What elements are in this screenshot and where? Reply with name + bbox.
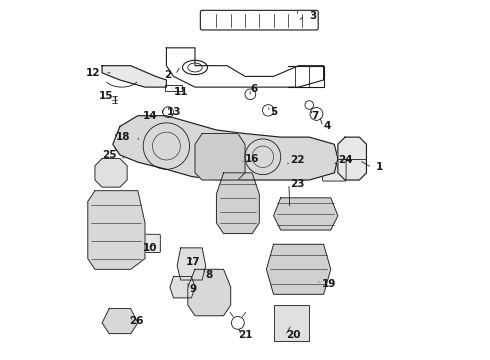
Text: 3: 3: [309, 11, 317, 21]
Polygon shape: [113, 116, 338, 180]
Text: 5: 5: [270, 107, 277, 117]
Text: 2: 2: [165, 69, 172, 80]
Text: 16: 16: [245, 154, 260, 163]
Polygon shape: [217, 173, 259, 234]
Text: 8: 8: [206, 270, 213, 280]
Text: 13: 13: [167, 107, 181, 117]
Text: 21: 21: [238, 330, 252, 341]
Text: 20: 20: [286, 330, 300, 341]
Text: 7: 7: [311, 111, 318, 121]
FancyBboxPatch shape: [322, 159, 346, 181]
Polygon shape: [188, 269, 231, 316]
Text: 14: 14: [143, 111, 157, 121]
Text: 9: 9: [190, 284, 197, 294]
Polygon shape: [95, 158, 127, 187]
Bar: [273, 305, 309, 341]
FancyBboxPatch shape: [280, 161, 303, 174]
Polygon shape: [273, 198, 338, 230]
Polygon shape: [267, 244, 331, 294]
Polygon shape: [338, 137, 367, 180]
Text: 17: 17: [186, 257, 201, 267]
Text: 25: 25: [102, 150, 117, 160]
Polygon shape: [102, 309, 138, 334]
Text: 22: 22: [290, 156, 304, 165]
Text: 18: 18: [116, 132, 131, 142]
Polygon shape: [177, 248, 206, 280]
Polygon shape: [88, 191, 145, 269]
Text: 4: 4: [323, 121, 331, 131]
Text: 11: 11: [173, 87, 188, 98]
Text: 12: 12: [86, 68, 100, 78]
Text: 26: 26: [129, 316, 144, 326]
Polygon shape: [195, 134, 245, 180]
Text: 24: 24: [338, 156, 352, 165]
Text: 23: 23: [290, 179, 304, 189]
Polygon shape: [102, 66, 167, 87]
Text: 10: 10: [143, 243, 158, 253]
Text: 15: 15: [98, 91, 113, 101]
Polygon shape: [170, 276, 195, 298]
FancyBboxPatch shape: [140, 234, 160, 252]
Text: 6: 6: [250, 84, 258, 94]
FancyBboxPatch shape: [115, 134, 141, 151]
Text: 19: 19: [322, 279, 336, 289]
Text: 1: 1: [375, 162, 383, 172]
